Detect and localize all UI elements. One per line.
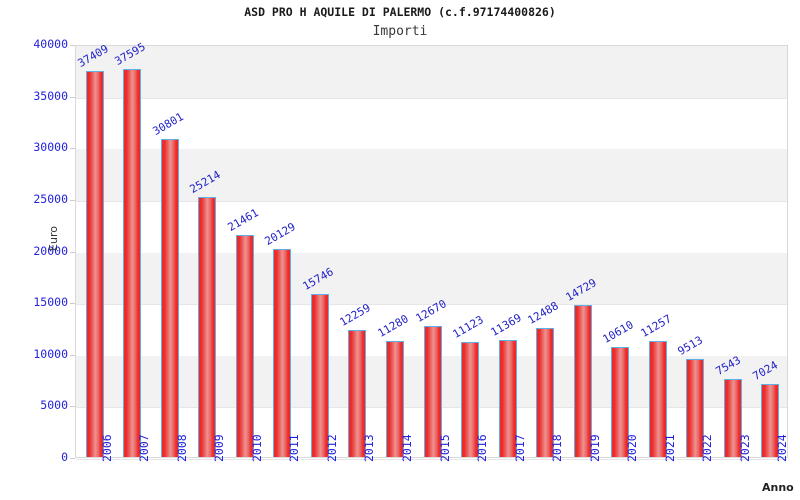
- bar: [348, 330, 367, 457]
- x-tick-label: 2013: [362, 434, 377, 462]
- x-tick-label: 2014: [399, 434, 414, 462]
- bar-value-label: 11369: [488, 310, 524, 339]
- y-tick-label: 0: [61, 450, 68, 464]
- y-tick-mark: [70, 148, 75, 150]
- grid-band: [76, 46, 787, 98]
- x-tick-label: 2021: [662, 434, 677, 462]
- bar: [648, 340, 667, 457]
- x-tick-label: 2009: [212, 434, 227, 462]
- bar: [536, 328, 555, 457]
- y-tick-label: 20000: [33, 243, 68, 258]
- bar: [385, 340, 404, 457]
- bar-value-label: 11280: [375, 311, 411, 340]
- bar: [85, 70, 104, 457]
- bar: [273, 249, 292, 457]
- bar-value-label: 12259: [337, 301, 374, 330]
- gridline: [76, 97, 787, 99]
- x-tick-label: 2015: [437, 434, 452, 462]
- x-tick-label: 2007: [137, 434, 152, 462]
- y-tick-label: 15000: [33, 295, 68, 310]
- x-tick-label: 2012: [324, 434, 339, 462]
- bar-value-label: 21461: [225, 206, 261, 235]
- chart-subtitle: Importi: [372, 24, 428, 39]
- x-tick-label: 2023: [737, 434, 752, 462]
- y-tick-mark: [70, 406, 75, 408]
- bar: [611, 347, 630, 457]
- chart-title: ASD PRO H AQUILE DI PALERMO (c.f.9717440…: [244, 5, 556, 19]
- y-axis-title: Euro: [46, 226, 60, 251]
- x-tick-label: 2024: [775, 434, 790, 462]
- x-tick-label: 2022: [700, 434, 715, 462]
- x-tick-label: 2019: [587, 434, 602, 462]
- y-tick-mark: [70, 96, 75, 98]
- bar-value-label: 9513: [675, 333, 706, 358]
- bar: [498, 339, 517, 457]
- y-tick-label: 30000: [33, 140, 68, 155]
- bar: [723, 379, 742, 457]
- bar-value-label: 11257: [638, 311, 674, 340]
- y-tick-label: 25000: [33, 191, 68, 206]
- x-tick-label: 2010: [249, 434, 264, 462]
- x-tick-label: 2016: [475, 434, 490, 462]
- x-tick-label: 2011: [287, 434, 302, 462]
- x-tick-label: 2018: [550, 434, 565, 462]
- y-tick-mark: [70, 251, 75, 253]
- gridline: [76, 304, 787, 306]
- x-tick-label: 2017: [512, 434, 527, 462]
- bar: [761, 384, 780, 457]
- bar-value-label: 10610: [600, 318, 636, 347]
- y-tick-mark: [70, 45, 75, 46]
- y-tick-mark: [70, 199, 75, 201]
- bar: [235, 235, 254, 457]
- gridline: [76, 459, 787, 460]
- y-tick-mark: [70, 303, 75, 305]
- bar-value-label: 30801: [150, 110, 186, 138]
- x-tick-label: 2008: [174, 434, 189, 462]
- bar: [573, 304, 592, 457]
- x-tick-label: 2020: [625, 434, 640, 462]
- bar-value-label: 20129: [262, 220, 299, 249]
- bar: [423, 326, 442, 457]
- bar-value-label: 11123: [450, 313, 486, 342]
- y-tick-mark: [70, 458, 75, 459]
- bar: [686, 358, 705, 457]
- bar: [123, 68, 142, 457]
- bar: [198, 196, 217, 457]
- bar: [310, 294, 329, 457]
- y-tick-mark: [70, 354, 75, 356]
- bar: [160, 138, 179, 457]
- bar: [461, 342, 480, 457]
- y-tick-label: 40000: [33, 37, 68, 51]
- plot-area: 37409 37595 30801 25214 21461 20129 15746 12259…: [75, 40, 788, 460]
- y-tick-label: 10000: [33, 346, 68, 361]
- y-tick-label: 5000: [40, 398, 68, 413]
- x-axis-title: Anno: [762, 481, 794, 494]
- y-tick-label: 35000: [33, 88, 68, 103]
- x-tick-label: 2006: [99, 434, 114, 462]
- grid-band: [76, 149, 787, 201]
- grid-band: [76, 252, 787, 305]
- gridline: [76, 200, 787, 202]
